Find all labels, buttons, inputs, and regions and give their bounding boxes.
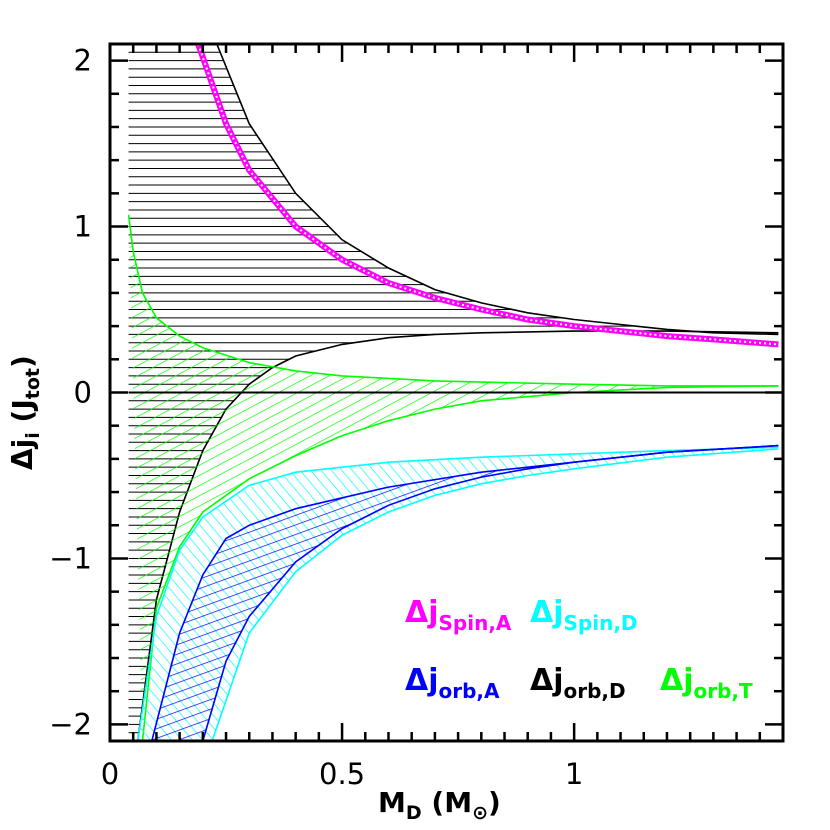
plot-area <box>127 44 783 741</box>
y-axis-unit: (J <box>6 399 39 422</box>
y-tick-label: −1 <box>49 541 92 575</box>
legend: ΔjSpin,A ΔjSpin,D Δjorb,A Δjorb,D Δjorb,T <box>405 595 753 703</box>
legend-item-spin_D: ΔjSpin,D <box>530 595 638 635</box>
y-axis-unit-close: ) <box>6 355 39 368</box>
y-tick-label: 2 <box>74 44 92 78</box>
x-tick-label: 0 <box>101 757 119 791</box>
y-tick-label: 0 <box>74 376 92 410</box>
line-spin_A <box>195 44 779 348</box>
y-tick-label: 1 <box>74 210 92 244</box>
y-axis-label: Δji (Jtot) <box>6 355 44 470</box>
legend-item-orb_D: Δjorb,D <box>530 663 626 703</box>
x-axis-main: M <box>378 786 406 819</box>
x-axis-unit: (M <box>431 786 472 819</box>
line-spin_A-inner <box>197 44 779 346</box>
x-axis-sub: D <box>406 802 422 824</box>
line-spin_D-lower <box>211 448 779 741</box>
legend-item-orb_T: Δjorb,T <box>660 663 753 703</box>
legend-item-spin_A: ΔjSpin,A <box>405 595 512 635</box>
line-orb_D-upper <box>216 44 779 336</box>
axes: 0 0.5 1 −2 −1 0 1 2 <box>49 42 785 791</box>
legend-item-orb_A: Δjorb,A <box>405 663 500 703</box>
x-axis-label: MD (M⊙) <box>378 786 501 824</box>
y-axis-main: Δj <box>6 439 39 470</box>
x-axis-unit-sub: ⊙ <box>472 802 488 824</box>
y-axis-sub: i <box>22 432 44 439</box>
y-axis-unit-sub: tot <box>22 368 44 399</box>
x-axis-unit-close: ) <box>488 786 501 819</box>
line-orb_T-upper <box>127 214 779 387</box>
line-spin_D-upper <box>137 446 779 741</box>
band-orb_A <box>151 445 779 741</box>
line-orb_A-lower <box>202 444 779 741</box>
x-tick-label: 0.5 <box>319 757 365 791</box>
y-tick-label: −2 <box>49 707 92 741</box>
x-tick-label: 1 <box>565 757 583 791</box>
